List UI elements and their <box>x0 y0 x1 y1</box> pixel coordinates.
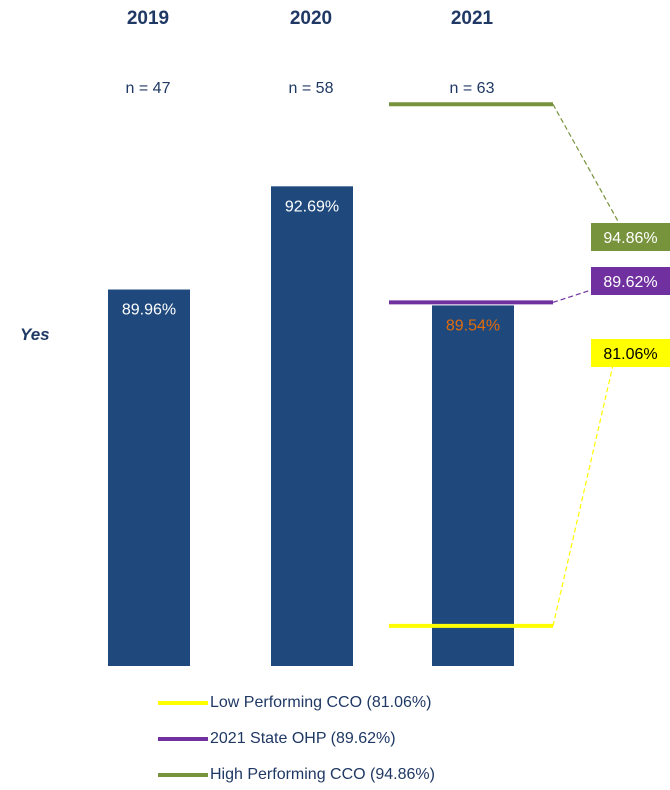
n-count-2019: n = 47 <box>125 80 171 97</box>
n-count-2020: n = 58 <box>288 80 334 97</box>
n-count-2021: n = 63 <box>449 80 495 97</box>
data-label-2021: 89.54% <box>446 317 500 334</box>
data-label-2019: 89.96% <box>122 302 176 319</box>
legend-item-state-ohp: 2021 State OHP (89.62%) <box>158 730 396 748</box>
reference-label-2021: 89.62% <box>603 274 657 291</box>
year-header-2021: 2021 <box>450 8 494 29</box>
legend-swatch-high <box>158 772 208 777</box>
row-label-yes: Yes <box>20 325 50 344</box>
legend-label-low: Low Performing CCO (81.06%) <box>210 694 432 711</box>
reference-label-box-high <box>591 223 670 251</box>
year-header-2020: 2020 <box>289 8 333 29</box>
reference-label-high: 94.86% <box>603 230 657 247</box>
legend-swatch-state <box>158 736 208 741</box>
bar-2020 <box>271 186 353 666</box>
reference-label-box-2021 <box>591 267 670 295</box>
year-header-2019: 2019 <box>126 8 170 29</box>
bar-2021 <box>432 305 514 666</box>
legend-item-low-performing: Low Performing CCO (81.06%) <box>158 694 431 712</box>
legend-item-high-performing: High Performing CCO (94.86%) <box>158 766 435 784</box>
reference-label-box-low <box>591 339 670 367</box>
legend-label-high: High Performing CCO (94.86%) <box>210 766 435 783</box>
reference-label-low: 81.06% <box>603 346 657 363</box>
leader-line-high <box>552 104 620 224</box>
data-label-2020: 92.69% <box>285 198 339 215</box>
bar-2019 <box>108 289 190 666</box>
bar-chart: 89.96% 92.69% 89.54% 94.86% 89.62% 81.06% <box>108 102 670 666</box>
legend-label-state: 2021 State OHP (89.62%) <box>210 730 396 747</box>
legend-swatch-low <box>158 700 208 705</box>
leader-line-low <box>552 338 620 627</box>
